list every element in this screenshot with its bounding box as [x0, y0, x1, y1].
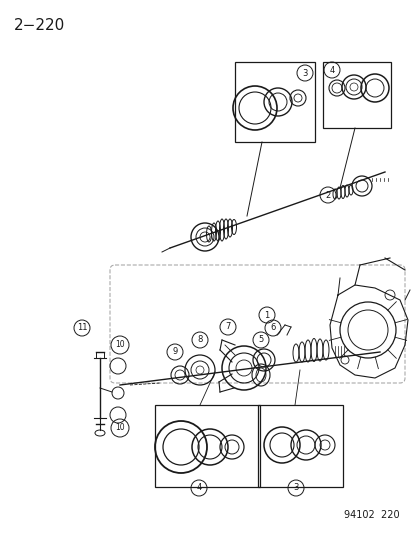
- Bar: [154, 405, 259, 487]
- Text: 10: 10: [115, 341, 124, 350]
- Text: 11: 11: [76, 324, 87, 333]
- Text: 6: 6: [270, 324, 275, 333]
- Text: 9: 9: [172, 348, 177, 357]
- Text: 3: 3: [292, 483, 298, 492]
- Text: 94102  220: 94102 220: [344, 510, 399, 520]
- Text: 7: 7: [225, 322, 230, 332]
- Bar: [257, 405, 342, 487]
- Bar: [322, 62, 390, 128]
- Text: 1: 1: [264, 311, 269, 319]
- Text: 10: 10: [115, 424, 124, 432]
- Text: 2−220: 2−220: [14, 18, 65, 33]
- Bar: [235, 62, 314, 142]
- Text: 5: 5: [258, 335, 263, 344]
- Text: 4: 4: [196, 483, 201, 492]
- Text: 2: 2: [325, 190, 330, 199]
- Text: 3: 3: [301, 69, 307, 77]
- Text: 4: 4: [329, 66, 334, 75]
- Text: 8: 8: [197, 335, 202, 344]
